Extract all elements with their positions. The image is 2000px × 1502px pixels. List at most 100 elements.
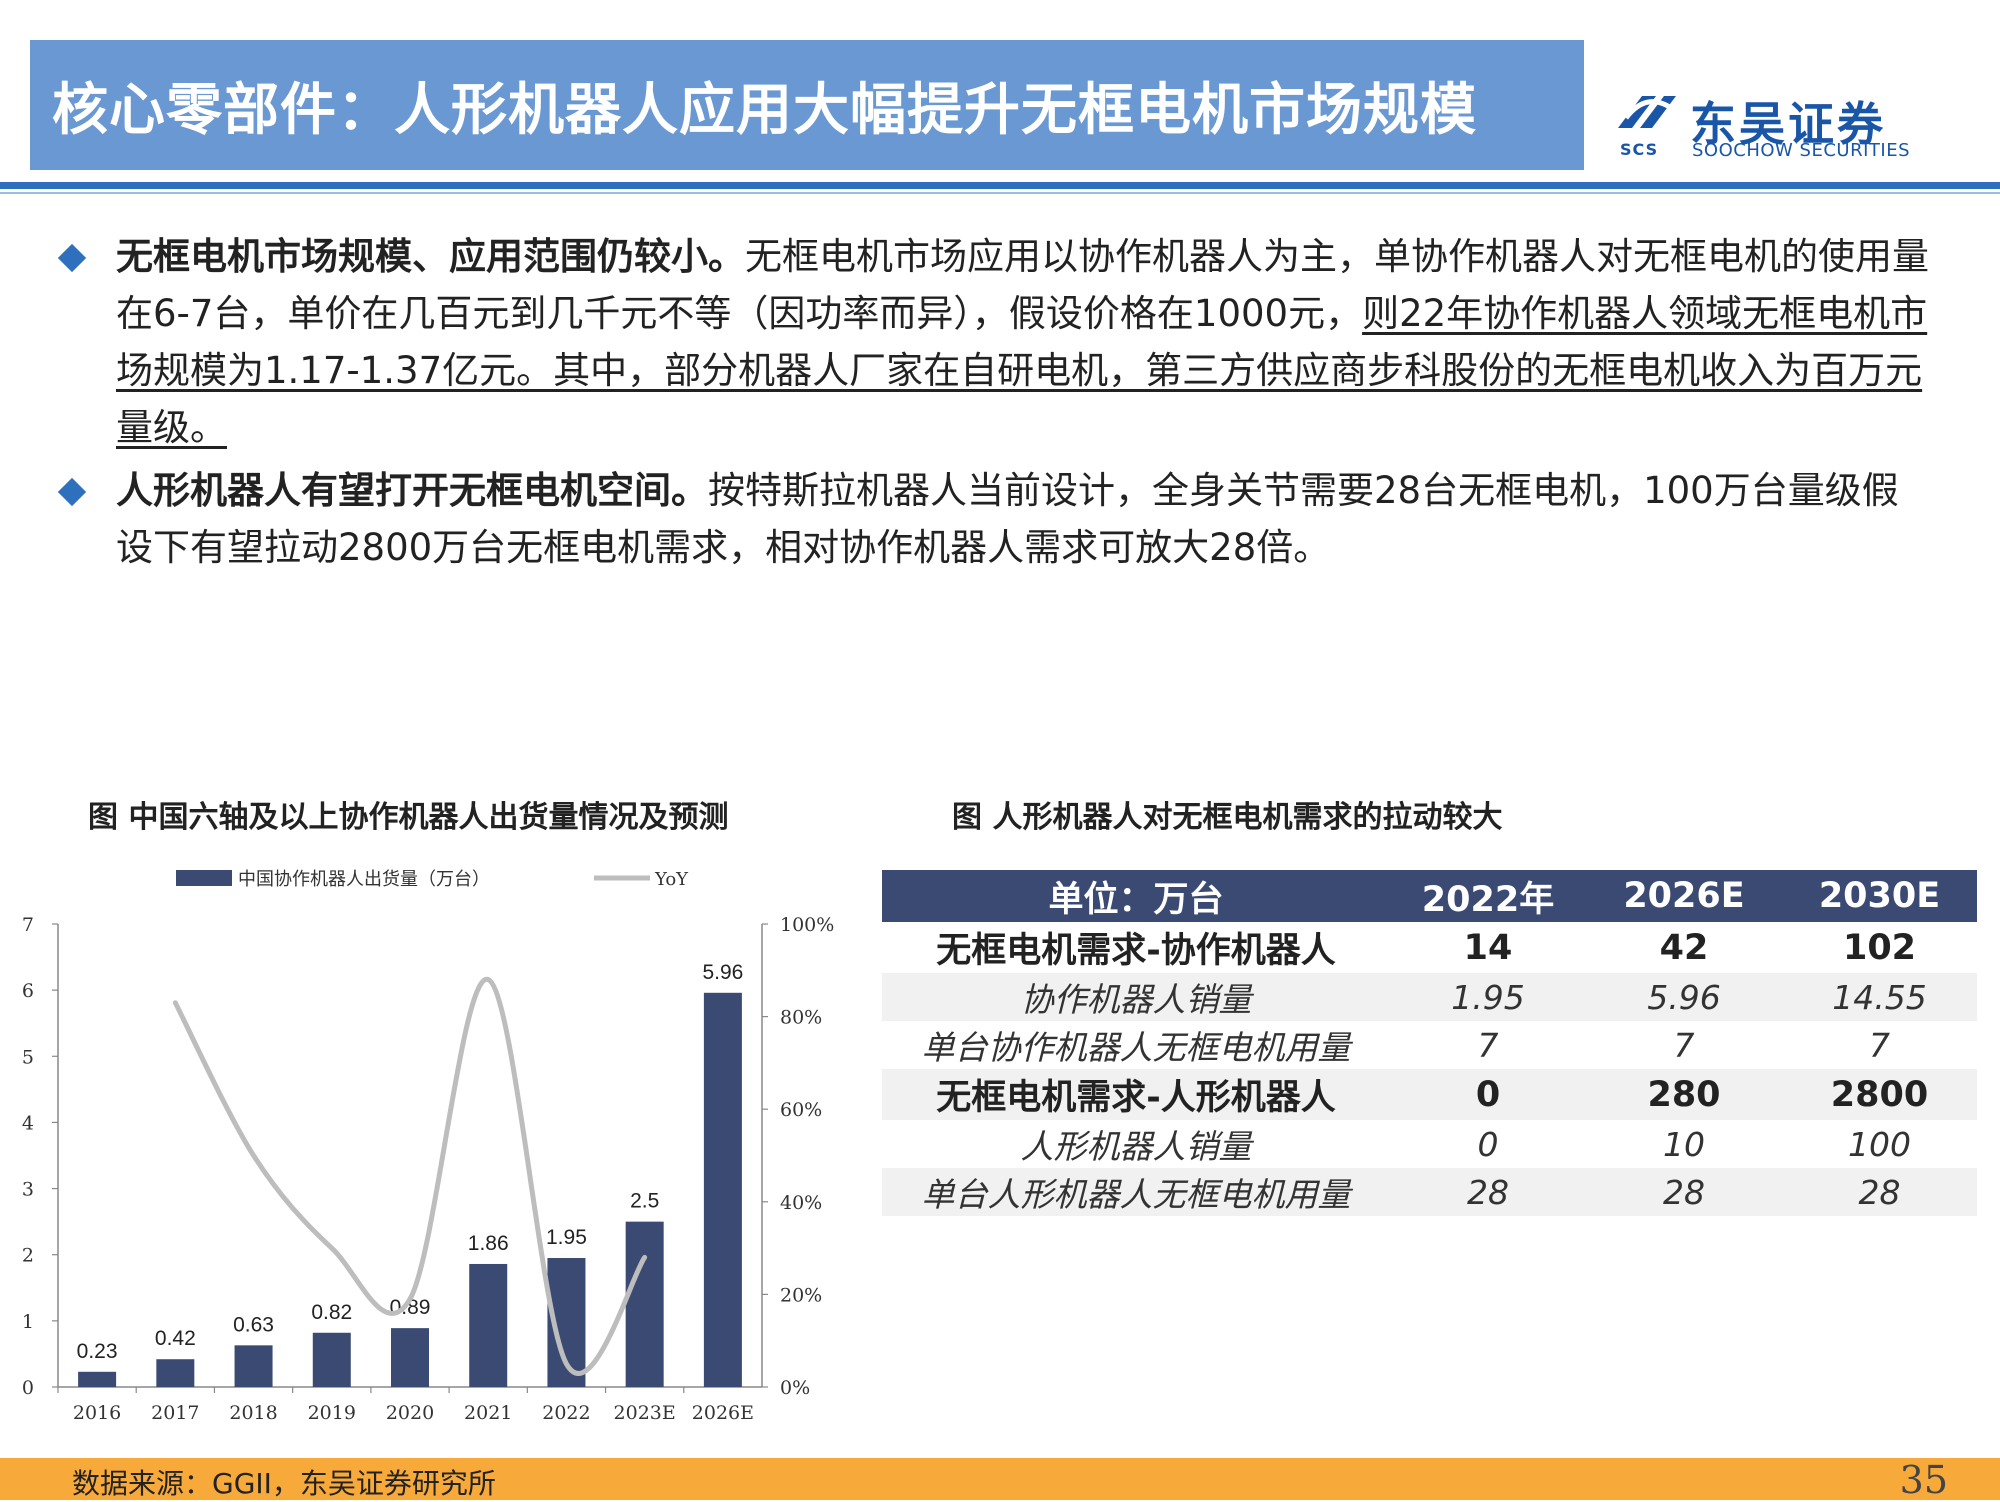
- bar: [625, 1221, 664, 1387]
- y-tick-label: 6: [22, 980, 34, 1002]
- y-tick-label: 7: [22, 914, 34, 936]
- value-cell: 7: [1869, 1025, 1890, 1065]
- value-cell: 28: [1586, 1168, 1782, 1216]
- bar: [391, 1328, 429, 1387]
- bar-data-label: 0.23: [77, 1340, 118, 1363]
- table-row: 人形机器人销量 0 10 100: [882, 1120, 1977, 1168]
- logo-name-cn: 东吴证券: [1690, 97, 1886, 151]
- value-cell: 0: [1390, 1069, 1586, 1120]
- bullet-heading: 无框电机市场规模、应用范围仍较小。: [116, 235, 745, 278]
- y-tick-label: 2: [22, 1245, 34, 1267]
- table-row: 单台协作机器人无框电机用量 7 7 7: [882, 1021, 1977, 1069]
- y2-tick-label: 100%: [780, 914, 834, 936]
- legend-swatch-bar: [176, 870, 232, 886]
- figure-caption-left: 图 中国六轴及以上协作机器人出货量情况及预测: [88, 800, 729, 835]
- bar: [234, 1345, 273, 1387]
- bar: [703, 992, 742, 1387]
- row-label-cell: 无框电机需求-人形机器人: [882, 1069, 1390, 1120]
- value-cell: 10: [1663, 1124, 1705, 1164]
- bar-data-label: 1.95: [546, 1226, 587, 1249]
- table-row: 单台人形机器人无框电机用量 28 28 28: [882, 1168, 1977, 1216]
- x-tick-label: 2020: [386, 1402, 434, 1424]
- value-cell: 0: [1477, 1124, 1499, 1164]
- logo-name-en: SOOCHOW SECURITIES: [1692, 140, 1911, 161]
- bar: [312, 1332, 351, 1387]
- legend-label-bar: 中国协作机器人出货量（万台）: [238, 869, 490, 890]
- x-tick-label: 2021: [464, 1402, 512, 1424]
- table-header-cell: 2026E: [1586, 870, 1782, 922]
- x-tick-label: 2018: [229, 1402, 277, 1424]
- bullet-text: 无框电机市场应用以协作机器人为主，单协作机器人对无框电机的使用量在6-7台，单价…: [116, 235, 1929, 335]
- table-row: 协作机器人销量 1.95 5.96 14.55: [882, 973, 1977, 1021]
- bar-data-label: 0.82: [311, 1301, 352, 1324]
- y2-tick-label: 20%: [780, 1284, 822, 1306]
- bullet-heading: 人形机器人有望打开无框电机空间。: [116, 469, 708, 512]
- row-label-cell: 单台人形机器人无框电机用量: [882, 1168, 1390, 1216]
- demand-table: 单位：万台 2022年 2026E 2030E 无框电机需求-协作机器人 14 42 102…: [882, 870, 1977, 1216]
- y2-tick-label: 60%: [780, 1099, 822, 1121]
- bar-data-label: 0.42: [155, 1327, 196, 1350]
- bullet-item: 人形机器人有望打开无框电机空间。按特斯拉机器人当前设计，全身关节需要28台无框电…: [52, 462, 1932, 576]
- bar-data-label: 5.96: [702, 961, 743, 984]
- page-number: 35: [1899, 1458, 1948, 1502]
- header-divider: [0, 182, 2000, 189]
- value-cell: 7: [1477, 1025, 1499, 1065]
- bar: [78, 1371, 117, 1387]
- table-header-cell: 单位：万台: [882, 870, 1390, 922]
- bar-data-label: 2.5: [630, 1190, 659, 1213]
- value-cell: 7: [1673, 1025, 1695, 1065]
- bullet-item: 无框电机市场规模、应用范围仍较小。无框电机市场应用以协作机器人为主，单协作机器人…: [52, 228, 1932, 456]
- bullet-text: 按特斯拉机器人当前设计，全身关节需要28台无框电机，100万台量级假设下有望拉动…: [116, 469, 1899, 569]
- bar: [469, 1263, 508, 1387]
- value-cell: 28: [1782, 1168, 1977, 1216]
- bullet-list: 无框电机市场规模、应用范围仍较小。无框电机市场应用以协作机器人为主，单协作机器人…: [52, 228, 1932, 582]
- value-cell: 14.55: [1782, 973, 1977, 1021]
- bar-data-label: 0.63: [233, 1313, 274, 1336]
- shipment-chart: 0 1 2 3 4 5 6 7 0% 20% 40% 60% 80% 100% 0.23 0.42 0.63 0.…: [22, 869, 834, 1424]
- x-tick-label: 2026E: [692, 1402, 754, 1424]
- value-cell: 2800: [1782, 1069, 1977, 1120]
- row-label-cell: 人形机器人销量: [1020, 1127, 1252, 1166]
- y2-tick-label: 80%: [780, 1007, 822, 1029]
- table-header-cell: 2030E: [1782, 870, 1977, 922]
- page-title: 核心零部件：人形机器人应用大幅提升无框电机市场规模: [52, 77, 1477, 143]
- bar-data-label: 1.86: [468, 1232, 509, 1255]
- x-tick-label: 2016: [73, 1402, 121, 1424]
- bar: [156, 1359, 195, 1387]
- table-row: 无框电机需求-人形机器人 0 280 2800: [882, 1069, 1977, 1120]
- diamond-bullet-icon: [57, 243, 87, 273]
- yoy-line: [172, 977, 648, 1376]
- row-label-cell: 单台协作机器人无框电机用量: [921, 1028, 1351, 1067]
- y-tick-label: 0: [22, 1377, 34, 1399]
- x-tick-label: 2023E: [614, 1402, 676, 1424]
- y-tick-label: 4: [22, 1112, 34, 1134]
- y-tick-label: 1: [22, 1311, 34, 1333]
- x-tick-label: 2022: [542, 1402, 590, 1424]
- title-bar: 核心零部件：人形机器人应用大幅提升无框电机市场规模: [30, 40, 1584, 170]
- scs-logo-icon: [1618, 96, 1676, 128]
- company-logo: SCS 东吴证券 SOOCHOW SECURITIES: [1612, 88, 1952, 161]
- y2-tick-label: 0%: [780, 1377, 810, 1399]
- value-cell: 5.96: [1586, 973, 1782, 1021]
- data-source: 数据来源：GGII，东吴证券研究所: [72, 1467, 496, 1500]
- x-tick-label: 2017: [151, 1402, 199, 1424]
- x-tick-label: 2019: [308, 1402, 356, 1424]
- y-tick-label: 3: [22, 1179, 34, 1201]
- value-cell: 1.95: [1390, 973, 1586, 1021]
- logo-abbr: SCS: [1620, 140, 1659, 159]
- table-header-row: 单位：万台 2022年 2026E 2030E: [882, 870, 1977, 922]
- y-tick-label: 5: [22, 1046, 34, 1068]
- figure-caption-right: 图 人形机器人对无框电机需求的拉动较大: [952, 800, 1503, 835]
- value-cell: 280: [1586, 1069, 1782, 1120]
- table-header-cell: 2022年: [1390, 870, 1586, 922]
- value-cell: 42: [1659, 927, 1709, 968]
- bullet-underlined-text: 则22年协作机器人领域无框电机市场规模为1.17-1.37亿元。其中，部分机器人…: [116, 292, 1928, 449]
- value-cell: 102: [1842, 927, 1917, 968]
- header-divider-thin: [0, 192, 2000, 194]
- value-cell: 28: [1390, 1168, 1586, 1216]
- value-cell: 14: [1463, 927, 1513, 968]
- y2-tick-label: 40%: [780, 1192, 822, 1214]
- table-row: 无框电机需求-协作机器人 14 42 102: [882, 922, 1977, 973]
- row-label-cell: 协作机器人销量: [882, 973, 1390, 1021]
- value-cell: 100: [1848, 1124, 1911, 1164]
